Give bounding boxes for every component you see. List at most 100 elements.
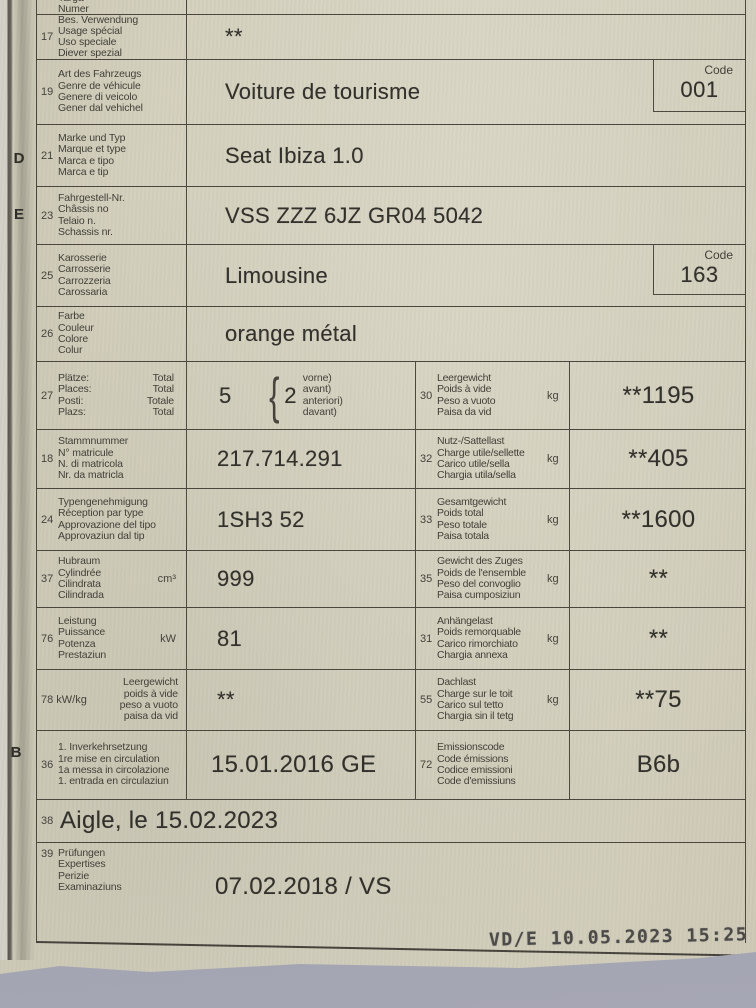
- label-line: Leergewicht: [123, 676, 178, 689]
- inspection-value: 07.02.2018 / VS: [215, 873, 392, 900]
- row-make-type: 21 Marke und Typ Marque et type Marca e …: [37, 125, 745, 187]
- label-line: Fahrgestell-Nr.: [58, 191, 125, 204]
- row-serial-payload: 18 Stammnummer N° matricule N. di matric…: [37, 430, 745, 489]
- label-line: Paisa cumposiziun: [437, 589, 521, 602]
- row-number: 38: [41, 815, 54, 827]
- vehicle-type-code-box: Code 001: [653, 60, 745, 112]
- row-number: 72: [420, 759, 433, 771]
- row-seats-empty-weight: 27 Plätze: Total Places: Total Posti: Total…: [37, 362, 745, 430]
- label-line: Chargia sin il tetg: [437, 710, 514, 723]
- body-style-code-box: Code 163: [653, 245, 745, 295]
- label-line: Réception par type: [58, 507, 144, 520]
- label-line: Genre de véhicule: [58, 79, 141, 92]
- row-number: 76: [41, 632, 54, 645]
- label-line: Typengenehmigung: [58, 495, 148, 508]
- print-stamp: VD/E 10.05.2023 15:25: [488, 924, 749, 951]
- label-line: Cylindrée: [58, 566, 102, 579]
- label-line: Anhängelast: [437, 614, 493, 627]
- row-number: 27: [41, 389, 54, 402]
- row-number: 33: [420, 513, 433, 526]
- row-plate-number-partial: Targa Numer: [37, 0, 745, 15]
- label-line: N° matricule: [58, 446, 114, 459]
- vehicle-type-value: Voiture de tourisme: [225, 79, 421, 104]
- margin-letter-d: D: [13, 150, 25, 167]
- row-special-use: 17 Bes. Verwendung Usage spécial Uso spe…: [37, 15, 745, 60]
- label-line: Marca e tip: [58, 165, 109, 178]
- label-line: Gewicht des Zuges: [437, 555, 523, 568]
- row-number: 19: [41, 86, 54, 98]
- label-line: Paisa totala: [437, 529, 489, 542]
- margin-letter-b: B: [10, 744, 22, 761]
- unit-label: kg: [547, 573, 559, 585]
- label-line: Potenza: [58, 637, 96, 650]
- label-line: Farbe: [58, 310, 85, 323]
- roof-load-value: **75: [635, 686, 682, 713]
- make-type-value: Seat Ibiza 1.0: [225, 142, 364, 168]
- plate-label-it: Targa: [58, 0, 184, 4]
- label-line: Marca e tipo: [58, 154, 114, 167]
- row-number: 18: [41, 453, 54, 465]
- label-line: anteriori): [302, 394, 343, 407]
- label-line: Hubraum: [58, 555, 101, 568]
- label-line: Schassis nr.: [58, 225, 113, 238]
- label-line: Cilindrada: [58, 589, 104, 602]
- empty-weight-value: **1195: [622, 381, 695, 409]
- row-issue-place-date: 38 Aigle, le 15.02.2023: [37, 800, 745, 843]
- label-line: Poids remorquable: [437, 626, 521, 639]
- emission-code-value: B6b: [636, 751, 681, 778]
- label-line: Emissionscode: [437, 741, 505, 754]
- label-line: Nutz-/Sattellast: [437, 435, 505, 448]
- label-line: Couleur: [58, 321, 94, 334]
- label-line: Telaio n.: [58, 214, 96, 227]
- label-line: Bes. Verwendung: [58, 14, 139, 27]
- label-line: Châssis no: [58, 203, 109, 216]
- label-line: Charge sur le toit: [437, 687, 513, 700]
- label-line: peso a vuoto: [119, 699, 178, 711]
- row-first-registration-emission: 36 1. Inverkehrsetzung 1re mise en circu…: [37, 731, 745, 800]
- margin-letter-e: E: [13, 206, 24, 223]
- label-line: Peso del convoglio: [437, 578, 521, 590]
- label-line: Colur: [58, 344, 83, 357]
- plate-label-rm: Numer: [58, 3, 89, 15]
- serial-number-value: 217.714.291: [217, 446, 343, 471]
- label-line: Approvazione del tipo: [58, 518, 156, 531]
- row-vehicle-type: 19 Art des Fahrzeugs Genre de véhicule G…: [37, 60, 745, 125]
- label-line: Leistung: [58, 614, 97, 627]
- row-number: 32: [420, 453, 433, 465]
- label-line: Poids de l'ensemble: [437, 566, 526, 579]
- label-line: Places:: [58, 383, 92, 396]
- label-line: Poids total: [437, 507, 484, 520]
- label-line: Prüfungen: [58, 847, 106, 859]
- body-style-value: Limousine: [225, 262, 328, 288]
- row-type-approval-total-weight: 24 Typengenehmigung Réception par type A…: [37, 489, 745, 551]
- row-inspections: 39 Prüfungen Expertises Perizie Examinaz…: [37, 843, 745, 943]
- chassis-number-value: VSS ZZZ 6JZ GR04 5042: [225, 202, 484, 228]
- label-line: Leergewicht: [437, 371, 491, 384]
- label-line: Diever spezial: [58, 46, 122, 59]
- row-number: 30: [420, 389, 433, 402]
- brace-glyph: {: [268, 367, 280, 424]
- label-line: Marque et type: [58, 143, 126, 156]
- label-line: 1re mise en circulation: [58, 752, 160, 765]
- row-color: 26 Farbe Couleur Colore Colur orange mét…: [37, 307, 745, 362]
- label-line: Chargia utila/sella: [437, 469, 516, 482]
- label-line: Nr. da matricla: [58, 469, 124, 482]
- label-line: Stammnummer: [58, 435, 129, 448]
- row-number: 39: [41, 848, 54, 860]
- total-weight-value: **1600: [621, 505, 696, 533]
- label-line: Perizie: [58, 869, 90, 882]
- row-number: 25: [41, 269, 54, 282]
- row-number: 23: [41, 209, 54, 222]
- unit-label: cm³: [157, 573, 176, 585]
- seats-front-value: 2: [284, 382, 297, 408]
- displacement-value: 999: [217, 566, 255, 591]
- seats-total-value: 5: [219, 382, 232, 408]
- label-line: Gesamtgewicht: [437, 495, 507, 508]
- label-line: poids à vide: [123, 687, 178, 700]
- label-line: avant): [302, 383, 332, 396]
- label-line: Total: [152, 383, 175, 396]
- label-line: Dachlast: [437, 676, 476, 689]
- label-line: Puissance: [58, 626, 106, 639]
- label-line: Carico rimorchiato: [437, 637, 518, 650]
